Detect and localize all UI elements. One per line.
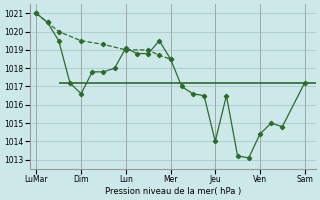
X-axis label: Pression niveau de la mer( hPa ): Pression niveau de la mer( hPa ) xyxy=(105,187,241,196)
